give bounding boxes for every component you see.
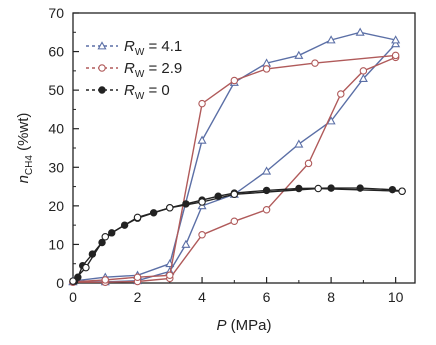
data-point (262, 205, 271, 214)
y-tick-label: 30 (48, 159, 64, 175)
data-point (230, 190, 239, 199)
legend-label: RW = 0 (124, 82, 170, 102)
series-line-adsorption (73, 43, 397, 283)
series-3 (69, 184, 406, 285)
data-point (262, 65, 271, 73)
data-point (262, 166, 272, 175)
data-point (230, 217, 239, 226)
data-point (391, 35, 401, 44)
data-point (166, 204, 174, 212)
data-point (294, 139, 304, 148)
x-tick-label: 2 (134, 289, 142, 305)
x-tick-label: 10 (388, 289, 404, 305)
y-tick-label: 40 (48, 121, 64, 137)
data-point (326, 35, 336, 44)
data-point (166, 271, 174, 280)
data-point (337, 90, 345, 98)
x-tick-label: 0 (69, 289, 77, 305)
series-line-adsorption (74, 187, 403, 282)
data-point (388, 185, 397, 194)
data-point (101, 232, 110, 241)
data-point (294, 50, 304, 59)
data-point (74, 273, 82, 281)
data-point (198, 198, 206, 206)
legend-label: RW = 4.1 (124, 38, 182, 58)
data-point (304, 159, 313, 168)
data-point (82, 263, 90, 272)
data-point (198, 231, 206, 239)
data-point (133, 213, 142, 222)
legend-marker (98, 64, 106, 72)
series-line-desorption (72, 187, 403, 282)
data-point (355, 27, 365, 36)
series-layer (68, 27, 406, 286)
data-point (101, 276, 110, 284)
data-point (314, 184, 322, 193)
y-tick-label: 50 (48, 82, 64, 98)
series-line-desorption (72, 54, 396, 283)
data-point (398, 187, 406, 195)
data-point (391, 39, 401, 48)
data-point (230, 76, 239, 85)
data-point (326, 116, 336, 125)
series-1 (68, 27, 401, 286)
data-point (358, 73, 368, 83)
x-axis-label: P (MPa) (216, 317, 271, 334)
data-point (295, 184, 303, 193)
series-line-adsorption (73, 56, 396, 283)
y-tick-label: 10 (48, 236, 64, 252)
y-tick-label: 20 (48, 198, 64, 214)
y-tick-label: 0 (56, 275, 64, 291)
axes-layer: 0 2 4 6 8 10 0 10 20 30 40 50 60 70 (48, 5, 416, 305)
x-tick-label: 8 (327, 289, 335, 305)
y-tick-label: 60 (48, 44, 64, 60)
legend-label: RW = 2.9 (124, 60, 182, 80)
y-axis-label: nCH4 (%wt) (15, 113, 35, 184)
data-point (198, 99, 206, 108)
data-point (311, 59, 319, 67)
legend-marker (97, 41, 107, 50)
series-2 (69, 51, 400, 286)
data-point (69, 277, 77, 285)
data-point (327, 184, 335, 192)
x-tick-label: 6 (263, 289, 271, 305)
data-point (181, 239, 191, 248)
data-point (133, 273, 142, 281)
series-line-desorption (72, 31, 396, 282)
data-point (391, 51, 400, 60)
axis-labels: P (MPa) nCH4 (%wt) (15, 113, 272, 334)
data-point (197, 135, 207, 144)
legend-marker (98, 86, 106, 94)
y-tick-label: 70 (48, 5, 64, 21)
x-tick-label: 4 (198, 289, 206, 305)
data-point (359, 67, 368, 75)
legend: RW = 4.1RW = 2.9RW = 0 (86, 38, 182, 102)
